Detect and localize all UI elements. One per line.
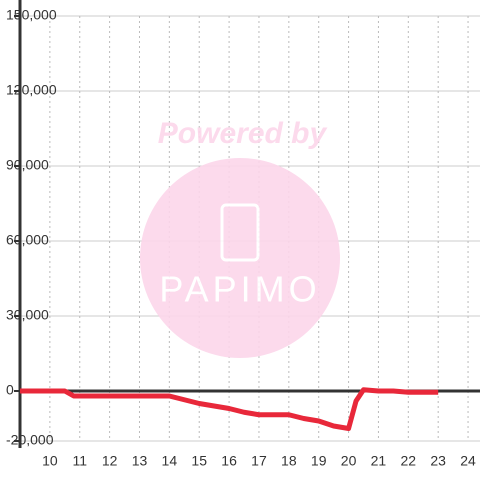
watermark: Powered by PAPIMO — [140, 117, 340, 358]
x-tick-label: 23 — [430, 453, 446, 469]
y-tick-label: 150,000 — [6, 7, 57, 23]
x-tick-label: 22 — [401, 453, 417, 469]
x-tick-label: 24 — [460, 453, 476, 469]
x-tick-label: 21 — [371, 453, 387, 469]
y-tick-label: 90,000 — [6, 157, 49, 173]
x-tick-label: 16 — [221, 453, 237, 469]
y-tick-label: 60,000 — [6, 232, 49, 248]
watermark-logo: PAPIMO — [159, 269, 320, 310]
watermark-circle — [140, 158, 340, 358]
x-tick-label: 11 — [72, 453, 87, 469]
x-tick-label: 17 — [251, 453, 267, 469]
y-tick-label: 120,000 — [6, 82, 57, 98]
x-tick-label: 12 — [102, 453, 118, 469]
y-tick-label: 0 — [6, 382, 14, 398]
data-line — [20, 387, 439, 431]
y-tick-label: 30,000 — [6, 307, 49, 323]
x-tick-label: 14 — [162, 453, 178, 469]
x-tick-label: 18 — [281, 453, 297, 469]
watermark-title: Powered by — [158, 117, 328, 150]
x-tick-label: 20 — [341, 453, 357, 469]
x-tick-label: 13 — [132, 453, 148, 469]
y-tick-label: -20,000 — [6, 432, 54, 448]
x-tick-label: 15 — [191, 453, 207, 469]
x-tick-label: 10 — [42, 453, 58, 469]
x-tick-label: 19 — [311, 453, 327, 469]
watermark-icon — [220, 203, 260, 262]
